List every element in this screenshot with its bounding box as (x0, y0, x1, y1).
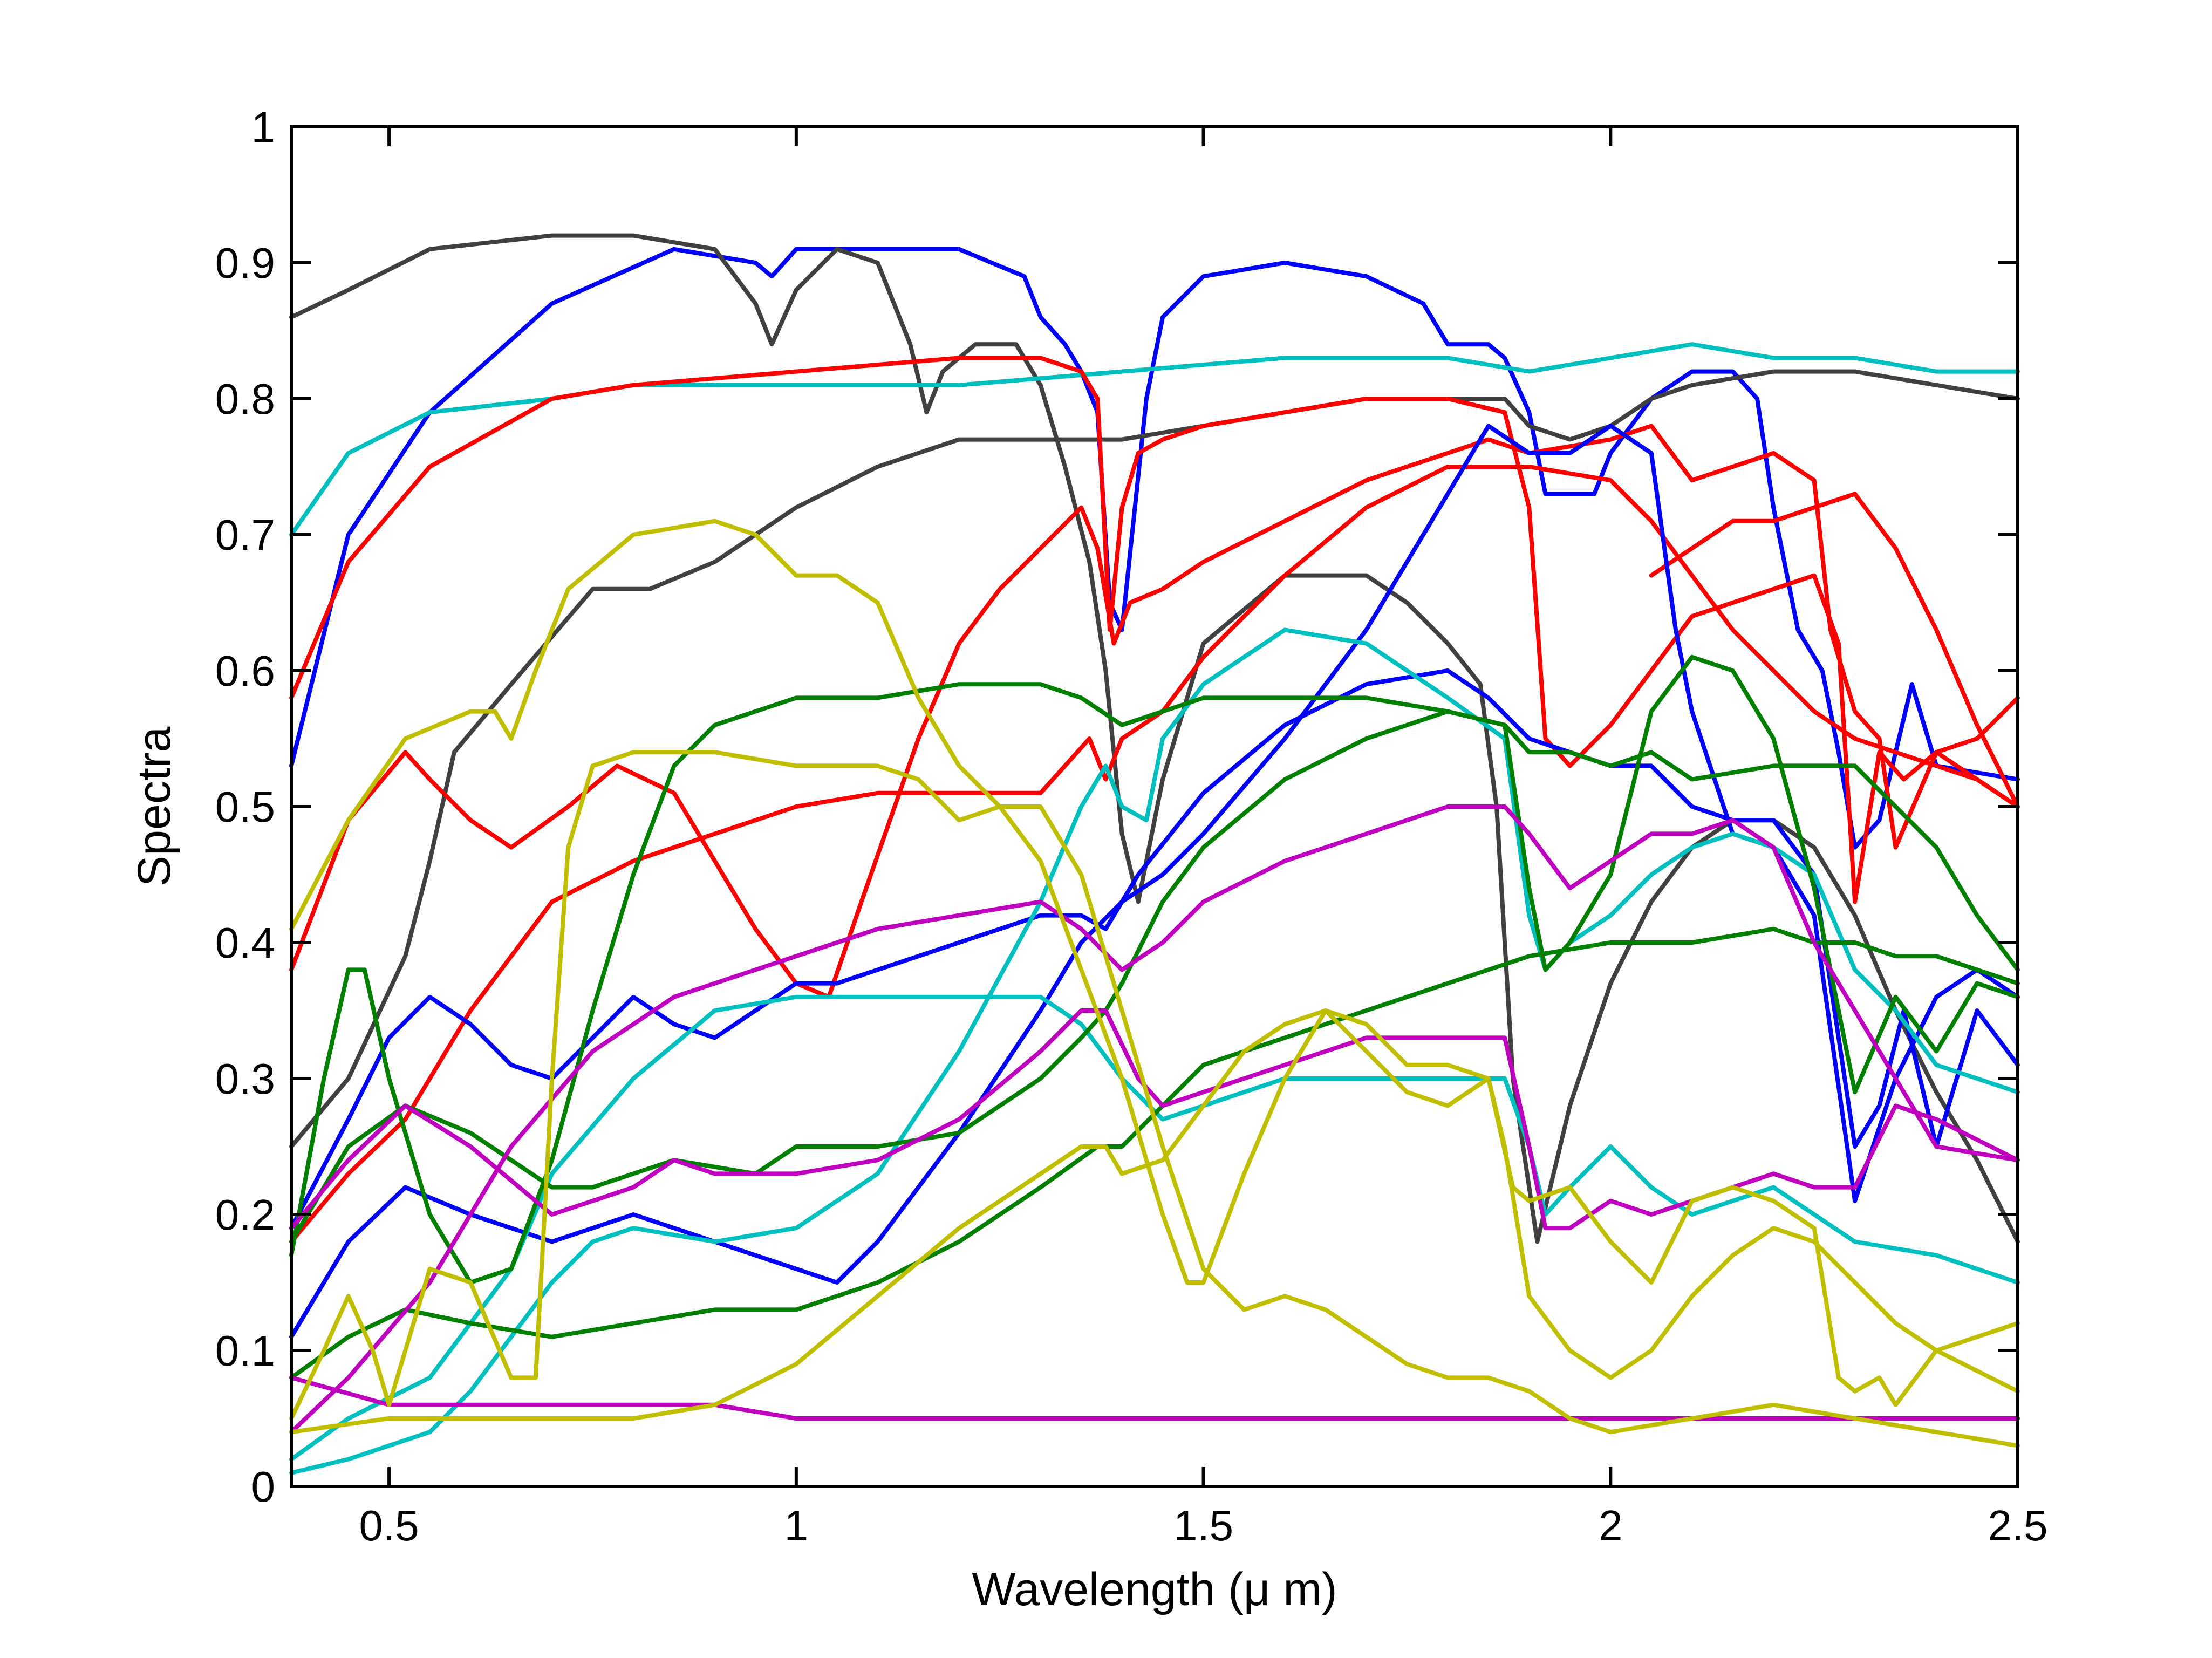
series-line-olive-3 (289, 1008, 2020, 1435)
y-tick-label: 0.3 (215, 1055, 275, 1103)
tick-layer: 0.5 1 1.5 2 2.5 0 0.1 0.2 0.3 0.4 0.5 0.6 0.7 0.8 0.9 1 (215, 103, 2048, 1550)
series-layer (289, 233, 2020, 1475)
y-tick-label: 0.1 (215, 1327, 275, 1375)
x-tick-label: 1 (784, 1502, 809, 1550)
series-line-green-1 (289, 654, 2020, 1285)
series-line-cyan-3 (289, 627, 2020, 1475)
y-axis-label: Spectra (128, 727, 180, 887)
x-tick-label: 2.5 (1988, 1502, 2047, 1550)
x-axis-label: Wavelength (μ m) (972, 1564, 1337, 1615)
series-line-red-2 (289, 424, 2020, 999)
y-tick-label: 0.5 (215, 783, 275, 831)
y-tick-label: 0.7 (215, 511, 275, 559)
y-tick-label: 0.6 (215, 647, 275, 695)
y-tick-label: 0.8 (215, 375, 275, 423)
series-line-blue-1 (289, 247, 2020, 850)
series-line-magenta-2 (289, 804, 2020, 1435)
series-line-red-4 (1649, 492, 2020, 809)
series-line-blue-3 (289, 424, 2020, 1339)
x-tick-label: 2 (1599, 1502, 1623, 1550)
series-line-magenta-1 (289, 1008, 2020, 1231)
series-line-olive-1 (289, 518, 2020, 1394)
series-line-green-2 (289, 709, 2020, 1244)
y-tick-label: 1 (251, 103, 276, 151)
x-tick-label: 1.5 (1173, 1502, 1233, 1550)
y-tick-label: 0.4 (215, 919, 275, 967)
y-tick-label: 0.2 (215, 1191, 275, 1239)
series-line-magenta-3 (289, 1375, 2020, 1421)
x-tick-label: 0.5 (359, 1502, 419, 1550)
series-line-olive-2 (289, 750, 2020, 1448)
y-tick-label: 0.9 (215, 239, 275, 287)
series-line-gray-2 (289, 369, 2020, 1149)
y-tick-label: 0 (251, 1463, 276, 1511)
series-line-red-3 (289, 465, 2020, 1244)
series-line-cyan-1 (289, 342, 2020, 537)
